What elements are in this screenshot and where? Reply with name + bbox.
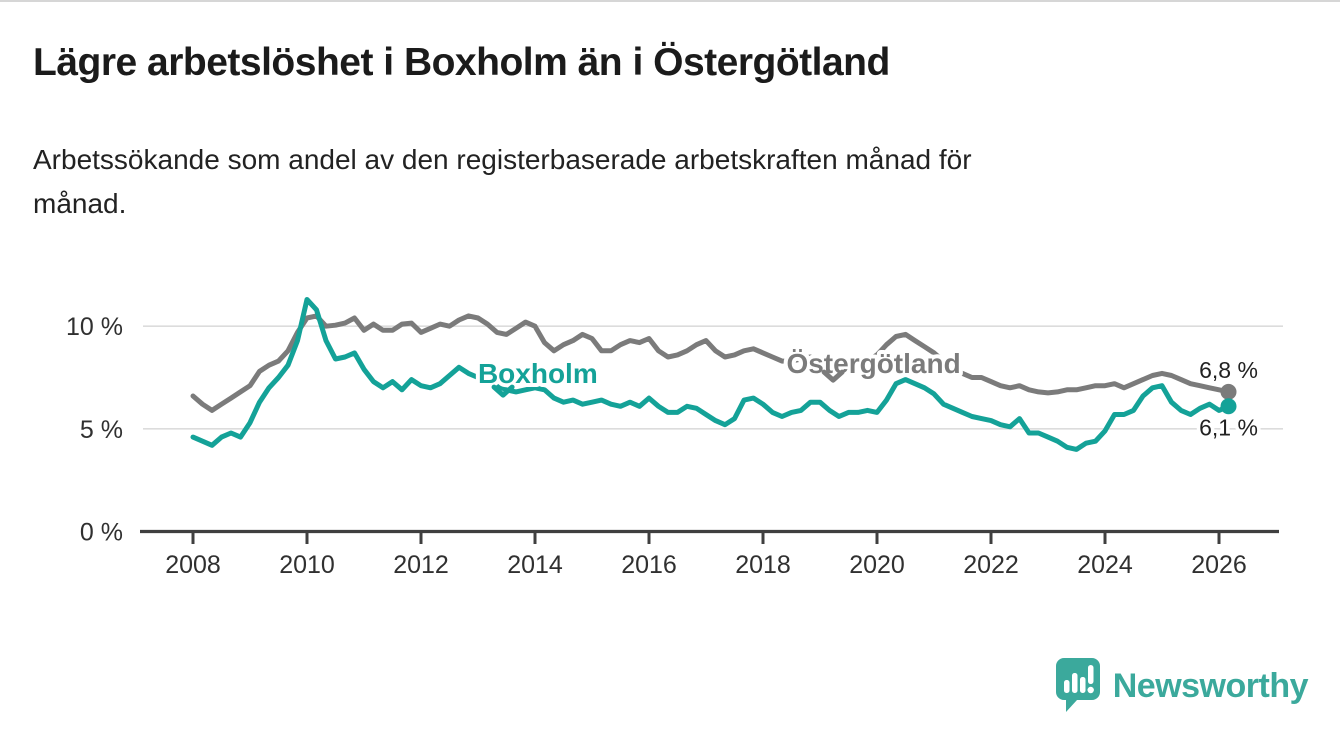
x-axis-label: 2024 (1077, 551, 1133, 579)
series-line-boxholm (190, 297, 1231, 452)
chart-subtitle: Arbetssökande som andel av den registerb… (33, 138, 972, 226)
series-label-pointer-boxholm (491, 384, 515, 398)
series-label-östergötland: Östergötland (786, 348, 960, 379)
x-axis-label: 2026 (1191, 551, 1247, 579)
x-axis-label: 2018 (735, 551, 791, 579)
chart-subtitle-line1: Arbetssökande som andel av den registerb… (33, 144, 972, 175)
series-label-boxholm: Boxholm (478, 358, 598, 389)
y-axis-label: 0 % (80, 519, 123, 547)
x-axis-label: 2014 (507, 551, 563, 579)
y-axis-label: 5 % (80, 416, 123, 444)
x-axis-label: 2008 (165, 551, 221, 579)
logo-bar-mid (1079, 677, 1086, 693)
logo-bar-short (1063, 680, 1070, 693)
newsworthy-branding: Newsworthy (1055, 658, 1309, 714)
y-axis-label: 10 % (66, 313, 123, 341)
series-line-östergötland (190, 313, 1231, 413)
logo-exclamation-dot (1087, 686, 1094, 694)
logo-exclamation-stem (1087, 665, 1094, 684)
end-value-label-boxholm: 6,1 % (1199, 414, 1258, 440)
chart-title: Lägre arbetslöshet i Boxholm än i Österg… (33, 41, 890, 84)
x-axis-label: 2016 (621, 551, 677, 579)
chart-subtitle-line2: månad. (33, 188, 127, 219)
newsworthy-logo-icon (1055, 658, 1100, 712)
newsworthy-wordmark: Newsworthy (1112, 666, 1309, 705)
x-axis-label: 2010 (279, 551, 335, 579)
x-axis-label: 2012 (393, 551, 449, 579)
end-dot-boxholm (1220, 398, 1237, 415)
x-axis-label: 2022 (963, 551, 1019, 579)
x-axis-label: 2020 (849, 551, 905, 579)
end-value-label-östergötland: 6,8 % (1199, 357, 1258, 383)
series-label-pointer-östergötland (821, 369, 845, 383)
logo-bar-tall (1071, 673, 1078, 693)
end-dot-östergötland (1220, 383, 1237, 400)
